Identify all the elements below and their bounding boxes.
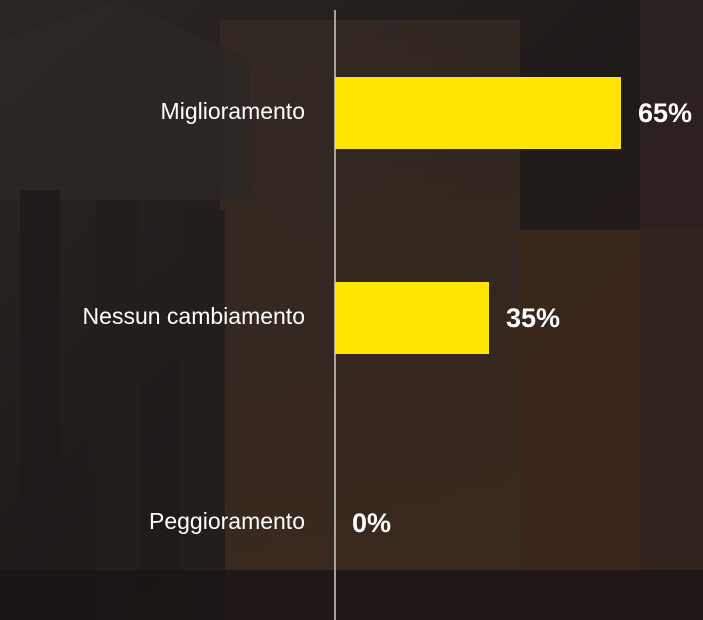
category-label: Peggioramento bbox=[149, 508, 305, 534]
category-label: Miglioramento bbox=[161, 98, 305, 124]
value-label: 0% bbox=[352, 508, 391, 538]
bar bbox=[335, 77, 621, 149]
bar bbox=[335, 282, 489, 354]
value-label: 35% bbox=[506, 303, 560, 333]
category-label: Nessun cambiamento bbox=[83, 303, 305, 329]
value-label: 65% bbox=[638, 98, 692, 128]
